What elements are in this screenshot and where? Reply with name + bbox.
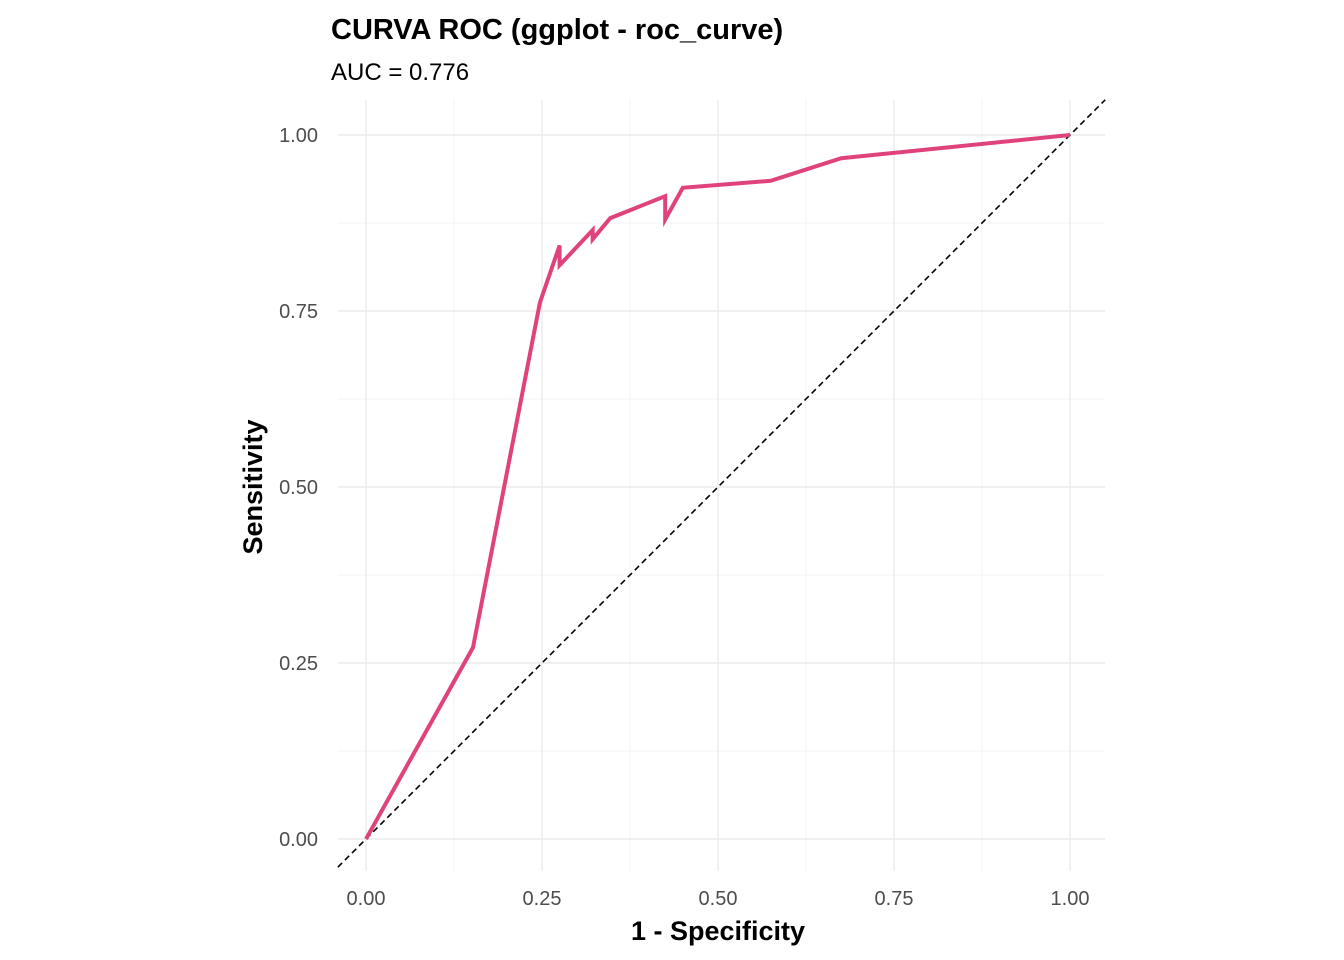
chart-subtitle: AUC = 0.776 bbox=[331, 59, 469, 86]
y-axis-tick-labels: 0.00 0.25 0.50 0.75 1.00 bbox=[279, 125, 318, 851]
reference-diagonal bbox=[337, 99, 1106, 868]
x-tick-label: 0.50 bbox=[699, 888, 738, 910]
x-tick-label: 1.00 bbox=[1051, 888, 1090, 910]
major-gridlines bbox=[337, 99, 1106, 871]
y-tick-label: 1.00 bbox=[279, 125, 318, 147]
reference-line bbox=[337, 99, 1106, 868]
roc-series bbox=[364, 133, 1071, 840]
x-tick-label: 0.75 bbox=[875, 888, 914, 910]
x-axis-title: 1 - Specificity bbox=[631, 916, 805, 946]
minor-gridlines bbox=[337, 99, 1106, 871]
x-tick-label: 0.25 bbox=[523, 888, 562, 910]
y-tick-label: 0.50 bbox=[279, 477, 318, 499]
chart-title: CURVA ROC (ggplot - roc_curve) bbox=[331, 14, 783, 46]
y-tick-label: 0.75 bbox=[279, 301, 318, 323]
y-tick-label: 0.25 bbox=[279, 653, 318, 675]
y-axis-title: Sensitivity bbox=[238, 419, 268, 554]
x-tick-label: 0.00 bbox=[347, 888, 386, 910]
x-axis-tick-labels: 0.00 0.25 0.50 0.75 1.00 bbox=[347, 888, 1090, 910]
roc-curve-line bbox=[364, 133, 1071, 840]
y-tick-label: 0.00 bbox=[279, 829, 318, 851]
